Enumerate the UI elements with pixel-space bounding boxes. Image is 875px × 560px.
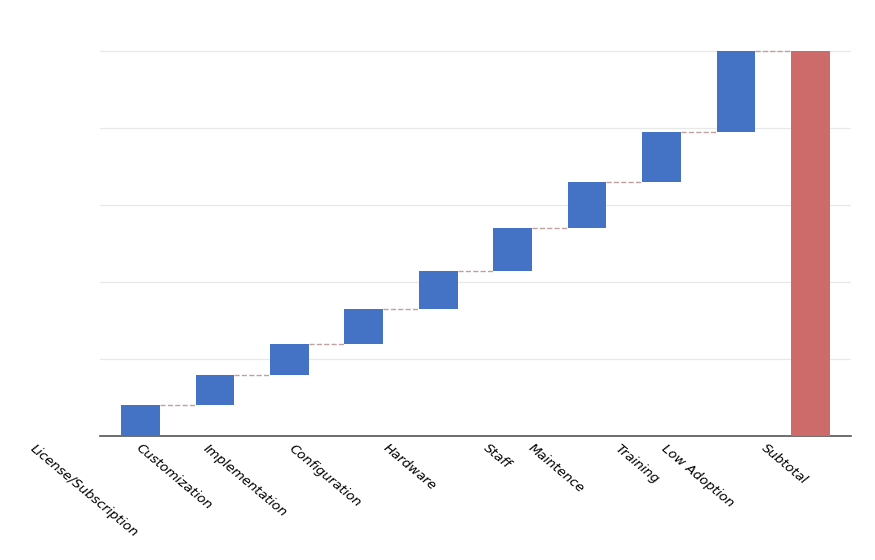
Bar [493,228,532,270]
Bar [791,52,829,436]
Bar [717,52,755,132]
Bar [568,182,606,228]
Bar [196,375,234,405]
Bar [419,270,458,309]
Bar [642,132,681,182]
Bar [270,344,309,375]
Bar [345,309,383,344]
Bar [122,405,160,436]
